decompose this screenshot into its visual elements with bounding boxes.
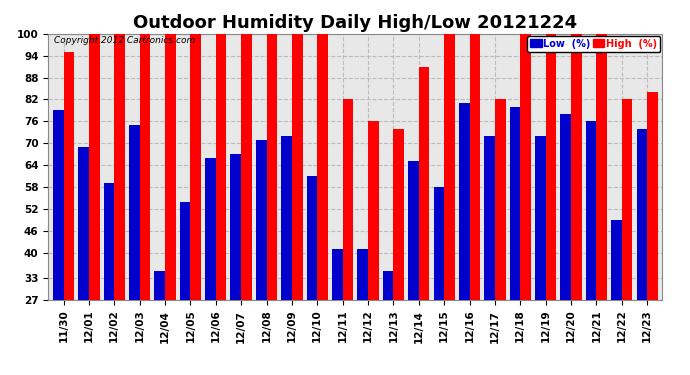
Bar [393,129,404,300]
Bar [282,136,292,300]
Bar [586,121,596,300]
Bar [165,34,176,300]
Bar [241,34,252,300]
Bar [535,136,546,300]
Bar [292,34,303,300]
Bar [89,34,99,300]
Bar [332,249,343,300]
Bar [419,67,429,300]
Bar [53,110,63,300]
Bar [155,271,165,300]
Bar [230,154,241,300]
Bar [357,249,368,300]
Bar [510,107,520,300]
Bar [444,34,455,300]
Bar [560,114,571,300]
Bar [484,136,495,300]
Bar [622,99,633,300]
Bar [115,34,125,300]
Bar [368,121,379,300]
Bar [306,176,317,300]
Bar [78,147,89,300]
Bar [383,271,393,300]
Bar [343,99,353,300]
Bar [256,140,266,300]
Bar [190,34,201,300]
Bar [596,34,607,300]
Bar [469,34,480,300]
Bar [571,34,582,300]
Bar [63,52,75,300]
Bar [647,92,658,300]
Bar [546,34,556,300]
Legend: Low  (%), High  (%): Low (%), High (%) [527,36,660,51]
Bar [636,129,647,300]
Bar [266,34,277,300]
Bar [495,99,506,300]
Bar [433,187,444,300]
Bar [520,34,531,300]
Bar [180,201,190,300]
Bar [129,125,139,300]
Title: Outdoor Humidity Daily High/Low 20121224: Outdoor Humidity Daily High/Low 20121224 [133,14,578,32]
Text: Copyright 2012 Cartronics.com: Copyright 2012 Cartronics.com [55,36,196,45]
Bar [104,183,115,300]
Bar [317,34,328,300]
Bar [205,158,216,300]
Bar [611,220,622,300]
Bar [216,34,226,300]
Bar [459,103,469,300]
Bar [139,34,150,300]
Bar [408,161,419,300]
